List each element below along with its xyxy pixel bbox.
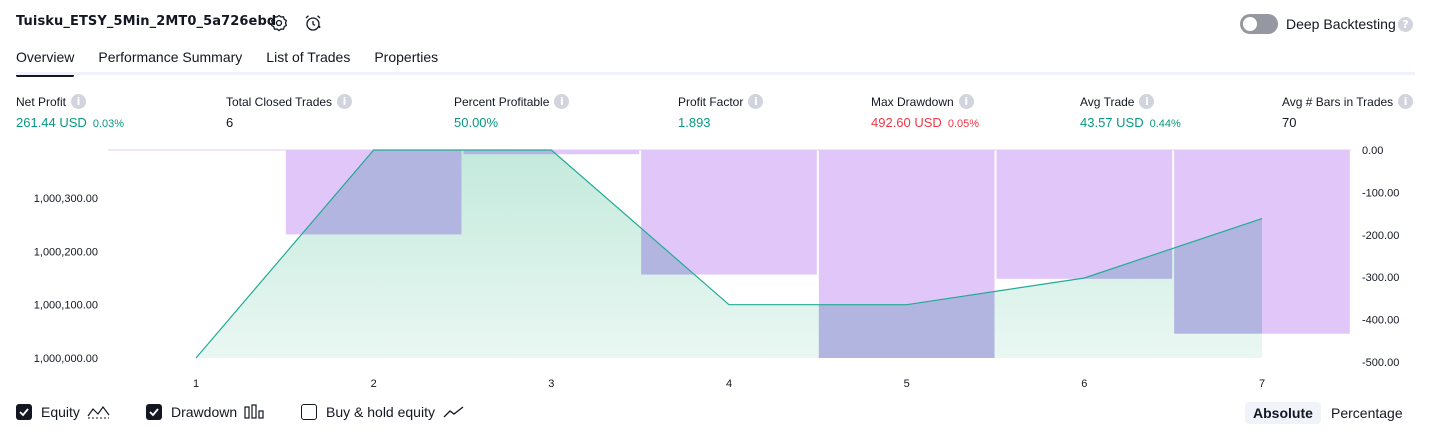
equity-checkbox[interactable] [16,404,32,420]
equity-area [196,150,1262,358]
x-axis-tick: 6 [1081,378,1087,390]
drawdown-label: Drawdown [171,404,238,420]
right-axis-tick: -300.00 [1362,272,1399,284]
right-axis-tick: -200.00 [1362,230,1399,242]
left-axis-tick: 1,000,100.00 [34,300,98,312]
right-axis-tick: -500.00 [1362,357,1399,369]
info-icon[interactable]: i [337,94,353,109]
equity-drawdown-chart[interactable]: 1,000,300.00 1,000,200.00 1,000,100.00 1,00… [0,140,1431,395]
stat-label: Avg # Bars in Trades [1282,94,1394,109]
drawdown-checkbox[interactable] [146,404,162,420]
deep-backtesting-toggle[interactable] [1240,14,1278,34]
equity-line [195,149,1263,359]
tab-bar: Overview Performance Summary List of Tra… [16,49,462,77]
x-axis-tick: 2 [371,378,377,390]
stat-label: Net Profit [16,94,67,109]
x-axis-tick: 3 [548,378,554,390]
stat-value: 50.00% [454,115,499,130]
left-axis-tick: 1,000,000.00 [34,353,98,365]
info-icon[interactable]: i [71,94,87,109]
drawdown-bar [996,150,1173,279]
buy-hold-label: Buy & hold equity [326,404,435,420]
info-icon[interactable]: i [748,94,764,109]
x-axis-tick: 7 [1259,378,1265,390]
tab-list-of-trades[interactable]: List of Trades [266,49,351,65]
right-axis-tick: -400.00 [1362,315,1399,327]
deep-backtesting-label: Deep Backtesting [1286,16,1396,32]
stat-label: Max Drawdown [871,94,954,109]
buy-hold-checkbox[interactable] [301,404,317,420]
right-axis-tick: -100.00 [1362,187,1399,199]
stat-net-profit: Net Profit i 261.44 USD 0.03% [16,94,124,130]
stat-percent: 0.03% [92,118,125,130]
tab-divider [16,72,1415,75]
stat-label: Percent Profitable [454,94,550,109]
info-icon[interactable]: i [554,94,570,109]
stat-value: 492.60 USD [871,115,942,130]
info-icon[interactable]: i [1139,94,1155,109]
help-icon[interactable]: ? [1398,17,1413,32]
info-icon[interactable]: i [1398,94,1414,109]
stat-value: 261.44 USD [16,115,87,130]
stat-percent: 0.05% [947,118,980,130]
x-axis-tick: 4 [726,378,732,390]
settings-icon[interactable] [269,13,289,33]
stat-percent: 0.44% [1149,118,1181,130]
stat-label: Profit Factor [678,94,744,109]
right-axis-tick: 0.00 [1362,145,1383,157]
absolute-button[interactable]: Absolute [1245,402,1321,424]
buy-hold-line-icon [443,406,464,418]
drawdown-bars-icon [244,404,264,419]
strategy-title: Tuisku_ETSY_5Min_2MT0_5a726ebd [16,14,277,29]
tab-properties[interactable]: Properties [374,49,439,65]
stat-max-drawdown: Max Drawdown i 492.60 USD 0.05% [871,94,979,130]
stat-avg-bars: Avg # Bars in Trades i 70 [1282,94,1414,130]
x-axis-tick: 1 [193,378,199,390]
stat-value: 70 [1282,115,1297,130]
left-axis-tick: 1,000,200.00 [34,246,98,258]
legend-buy-hold[interactable]: Buy & hold equity [301,404,466,420]
drawdown-overlap-bar [463,150,640,155]
stat-label: Avg Trade [1080,94,1135,109]
left-axis-tick: 1,000,300.00 [34,193,98,205]
tab-performance-summary[interactable]: Performance Summary [98,49,243,65]
tab-overview[interactable]: Overview [16,49,75,77]
stat-avg-trade: Avg Trade i 43.57 USD 0.44% [1080,94,1181,130]
info-icon[interactable]: i [958,94,974,109]
equity-line-icon [87,405,110,419]
legend-drawdown[interactable]: Drawdown [146,404,266,420]
stat-percent-profitable: Percent Profitable i 50.00% [454,94,570,130]
stat-total-closed-trades: Total Closed Trades i 6 [226,94,353,130]
stat-value: 43.57 USD [1080,115,1144,130]
x-axis-tick: 5 [904,378,910,390]
alarm-clock-icon[interactable] [303,13,323,33]
stat-profit-factor: Profit Factor i 1.893 [678,94,764,130]
stat-label: Total Closed Trades [226,94,333,109]
stat-value: 1.893 [678,115,711,130]
percentage-button[interactable]: Percentage [1331,405,1403,421]
equity-label: Equity [41,404,80,420]
stat-value: 6 [226,115,234,130]
legend-equity[interactable]: Equity [16,404,111,420]
